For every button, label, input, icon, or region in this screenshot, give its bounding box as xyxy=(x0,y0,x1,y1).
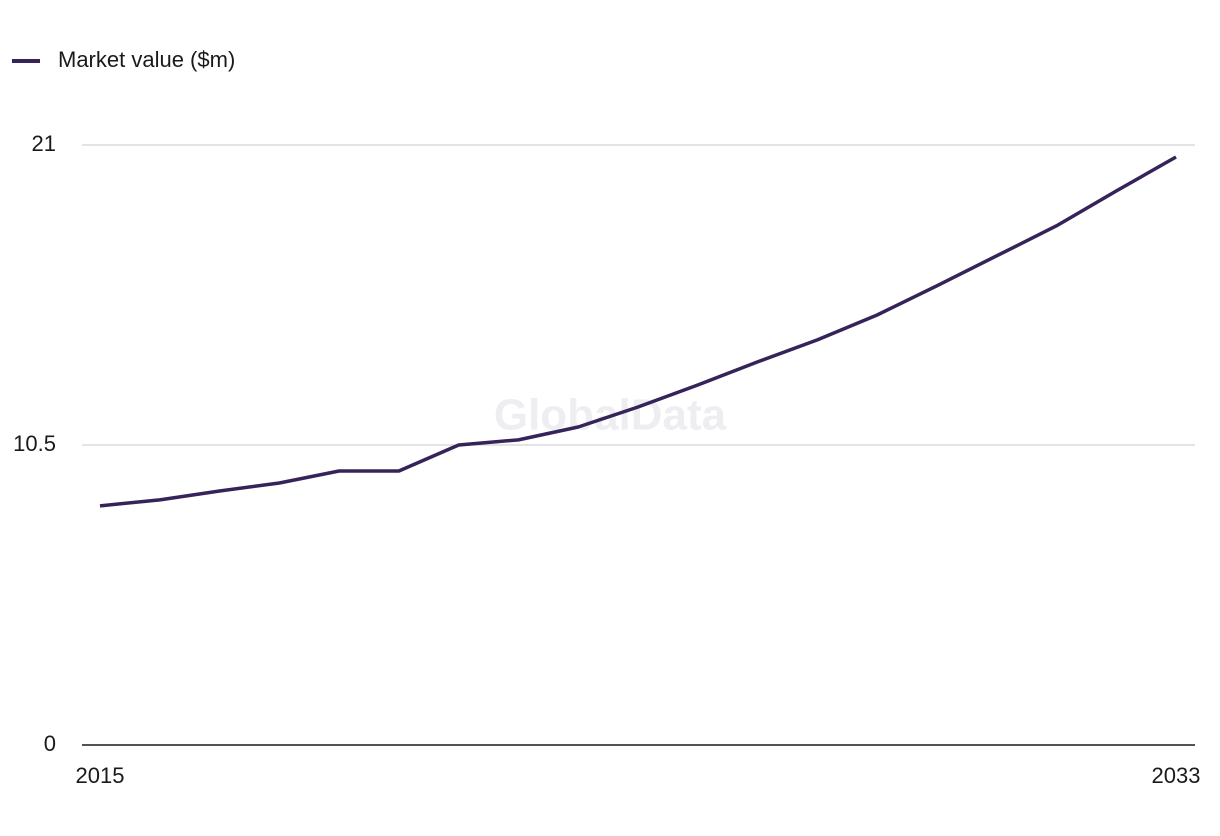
y-tick-label: 21 xyxy=(32,131,56,156)
y-tick-label: 10.5 xyxy=(13,431,56,456)
y-tick-label: 0 xyxy=(44,731,56,756)
x-tick-label: 2015 xyxy=(76,763,125,788)
x-tick-label: 2033 xyxy=(1152,763,1201,788)
data-line xyxy=(99,155,1177,508)
legend-label: Market value ($m) xyxy=(58,47,235,72)
